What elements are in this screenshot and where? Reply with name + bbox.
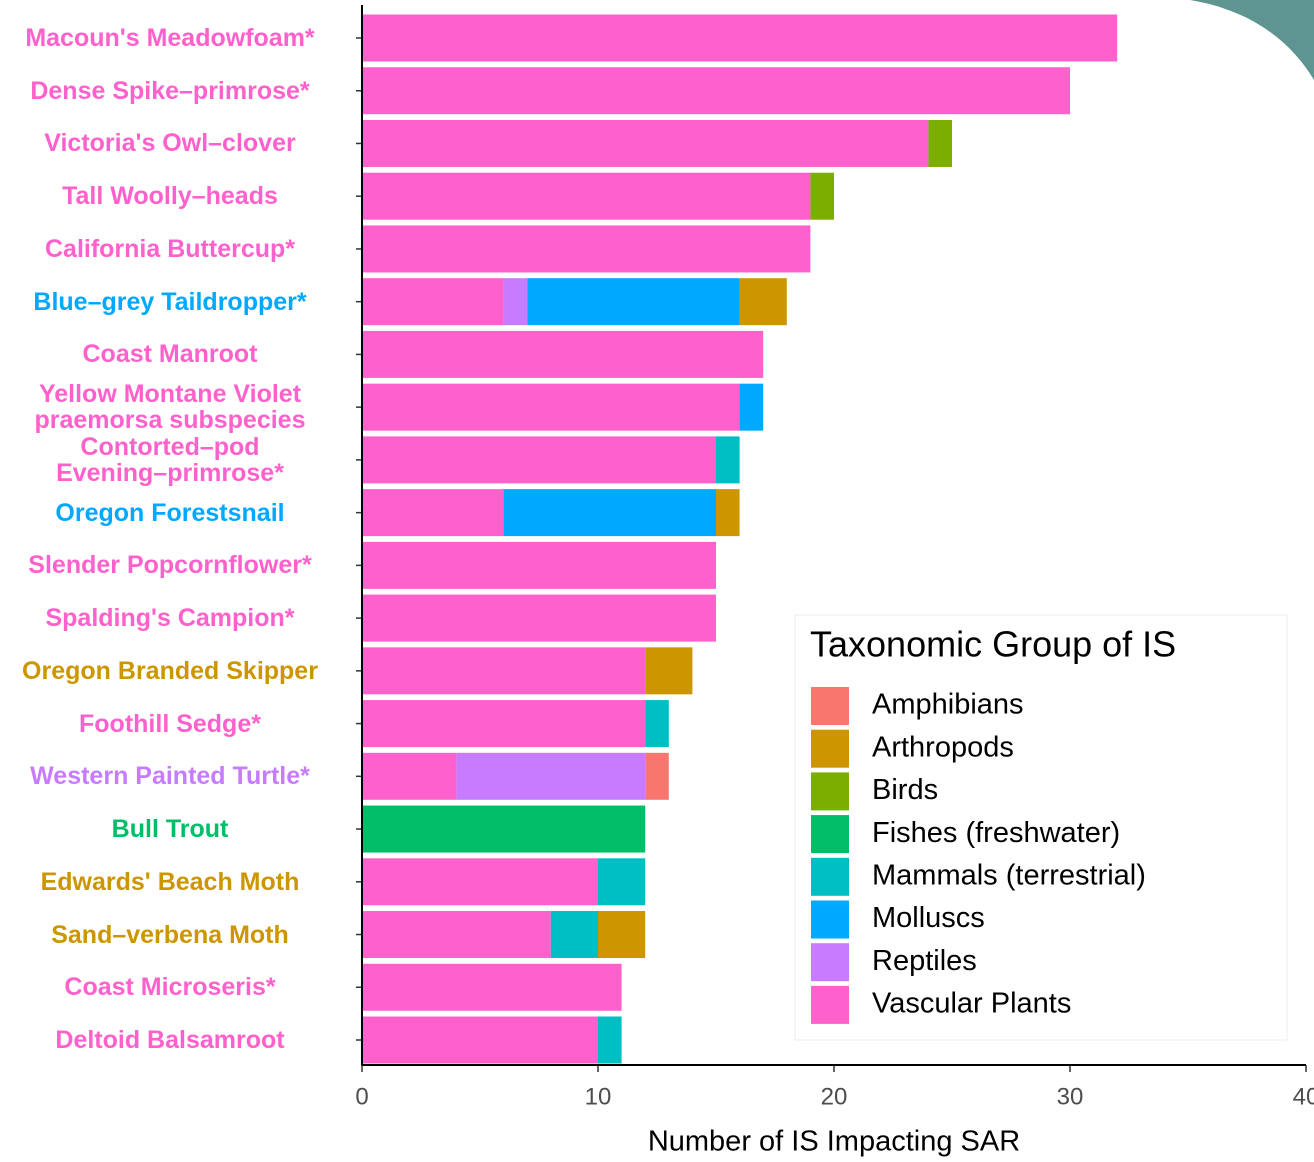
legend-key [811, 772, 849, 811]
y-tick-label: Slender Popcornflower* [28, 551, 312, 580]
bar-segment [645, 700, 669, 748]
bar-segment [550, 911, 598, 959]
x-tick-label: 40 [1293, 1083, 1314, 1110]
bar-segment [810, 172, 834, 220]
bar-segment [362, 752, 457, 800]
x-tick-label: 0 [355, 1083, 368, 1110]
bar-segment [362, 225, 811, 273]
bar-segment [362, 67, 1070, 115]
bar-segment [645, 752, 669, 800]
bar-segment [716, 436, 740, 484]
bar-segment [362, 14, 1118, 62]
y-tick-label: Yellow Montane Violet praemorsa subspeci… [34, 380, 306, 435]
legend-key [811, 815, 849, 854]
bar-segment [598, 858, 646, 906]
bar-segment [598, 1016, 622, 1064]
legend-key [811, 857, 849, 896]
legend-label: Reptiles [872, 945, 977, 977]
y-tick-label: Tall Woolly–heads [62, 182, 278, 211]
y-tick-label: Bull Trout [111, 815, 229, 844]
bar-segment [362, 594, 716, 642]
bar-segment [928, 119, 952, 167]
bar-segment [645, 647, 693, 695]
legend-box [794, 614, 1288, 1041]
y-tick-label: Sand–verbena Moth [51, 920, 289, 949]
bar-segment [739, 383, 764, 431]
y-tick-label: Coast Microseris* [64, 973, 276, 1002]
legend-label: Amphibians [872, 689, 1024, 721]
bar-segment [503, 489, 716, 537]
y-tick-label: Victoria's Owl–clover [44, 129, 296, 158]
legend-key [811, 687, 849, 725]
bar-segment [362, 647, 646, 695]
legend-key [811, 943, 849, 982]
bar-segment [739, 278, 787, 326]
y-tick-label: Spalding's Campion* [45, 604, 295, 633]
y-tick-label: Blue–grey Taildropper* [33, 287, 307, 316]
legend-label: Vascular Plants [872, 988, 1071, 1020]
legend-key [811, 900, 849, 939]
legend-key [811, 985, 849, 1024]
y-tick-label: Western Painted Turtle* [30, 762, 310, 791]
y-tick-label: Contorted–pod Evening–primrose* [56, 432, 284, 487]
y-tick-label: Dense Spike–primrose* [30, 76, 310, 105]
y-tick-label: California Buttercup* [44, 234, 296, 263]
bar-segment [362, 541, 716, 589]
bar-segment [598, 911, 646, 959]
y-tick-label: Edwards' Beach Moth [40, 867, 300, 896]
bar-segment [362, 119, 929, 167]
y-tick-label: Oregon Forestsnail [55, 498, 285, 527]
y-tick-label: Coast Manroot [82, 340, 258, 369]
legend-label: Arthropods [872, 731, 1014, 763]
x-axis-title: Number of IS Impacting SAR [648, 1126, 1020, 1158]
bar-segment [456, 752, 646, 800]
bar-segment [362, 278, 504, 326]
bar-segment [503, 278, 528, 326]
x-tick-label: 30 [1057, 1083, 1084, 1110]
legend-label: Fishes (freshwater) [872, 817, 1120, 849]
bar-segment [362, 172, 811, 220]
bar-segment [362, 805, 646, 853]
decoration [1190, 0, 1314, 80]
legend-label: Mammals (terrestrial) [872, 859, 1146, 891]
bar-segment [362, 911, 551, 959]
y-tick-label: Oregon Branded Skipper [22, 656, 318, 685]
bar-segment [362, 489, 504, 537]
legend-title: Taxonomic Group of IS [810, 624, 1176, 665]
y-tick-label: Foothill Sedge* [79, 709, 261, 738]
y-tick-label: Macoun's Meadowfoam* [25, 24, 315, 52]
bar-segment [362, 383, 740, 431]
bar-segment [362, 963, 622, 1011]
bar-segment [362, 1016, 598, 1064]
bar-segment [362, 330, 764, 378]
y-tick-label: Deltoid Balsamroot [55, 1026, 285, 1054]
bar-segment [527, 278, 740, 326]
legend-key [811, 729, 849, 768]
x-tick-label: 20 [821, 1083, 848, 1110]
legend-label: Molluscs [872, 902, 985, 934]
bar-segment [362, 700, 646, 748]
bar-segment [362, 858, 598, 906]
x-tick-label: 10 [585, 1083, 612, 1110]
bar-segment [362, 436, 716, 484]
legend-label: Birds [872, 774, 938, 806]
bar-segment [716, 489, 740, 537]
